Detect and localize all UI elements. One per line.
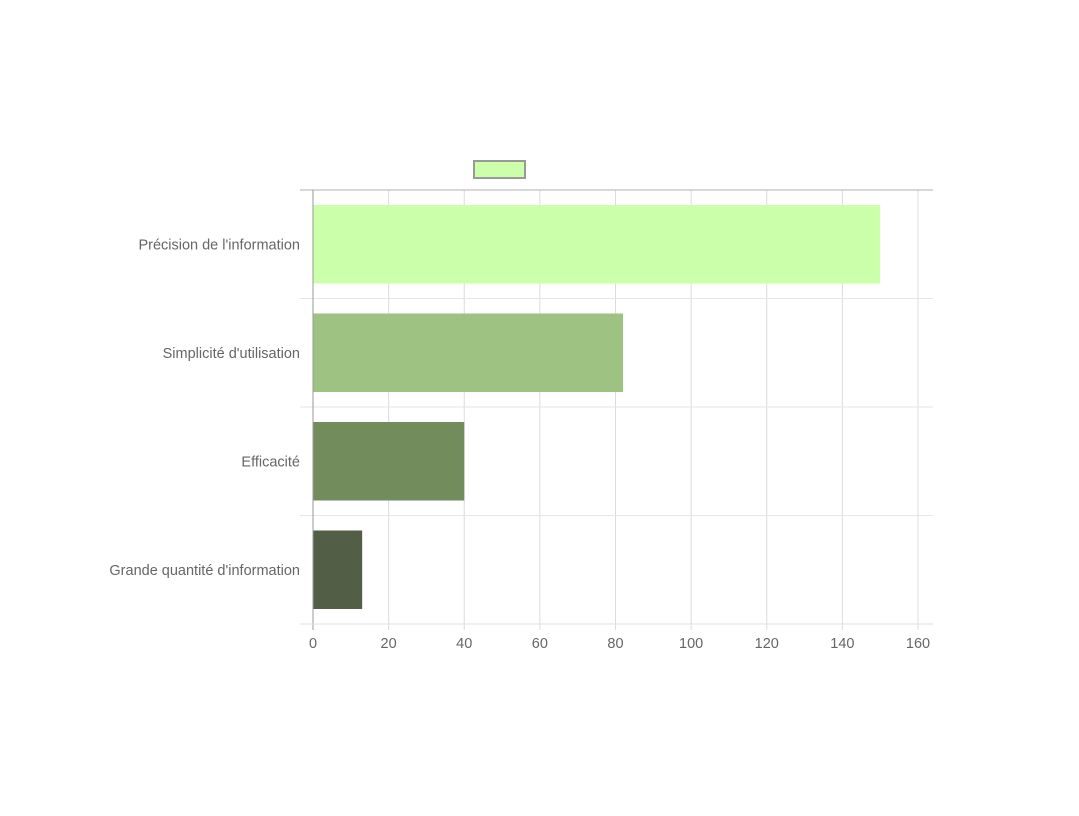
- legend-swatch[interactable]: [473, 160, 526, 179]
- x-tick-label: 80: [607, 636, 623, 652]
- x-tick-label: 0: [309, 636, 317, 652]
- bar[interactable]: [313, 422, 465, 501]
- category-label: Simplicité d'utilisation: [163, 346, 300, 362]
- x-tick-labels: 0 20 40 60 80 100 120 140 160: [309, 636, 930, 652]
- bars: [313, 205, 881, 610]
- category-label: Précision de l'information: [138, 237, 300, 253]
- legend[interactable]: [473, 160, 526, 179]
- bar[interactable]: [313, 205, 881, 284]
- x-tick-label: 100: [679, 636, 703, 652]
- bar[interactable]: [313, 530, 363, 610]
- x-tick-label: 20: [381, 636, 397, 652]
- x-tick-label: 60: [532, 636, 548, 652]
- category-label: Grande quantité d'information: [109, 563, 300, 579]
- x-tick-label: 160: [906, 636, 930, 652]
- category-label: Efficacité: [241, 454, 300, 470]
- bar[interactable]: [313, 313, 624, 393]
- category-labels: Précision de l'information Simplicité d'u…: [109, 237, 300, 579]
- x-tick-label: 120: [755, 636, 779, 652]
- axes: [300, 190, 933, 630]
- x-tick-label: 140: [830, 636, 854, 652]
- x-tick-label: 40: [456, 636, 472, 652]
